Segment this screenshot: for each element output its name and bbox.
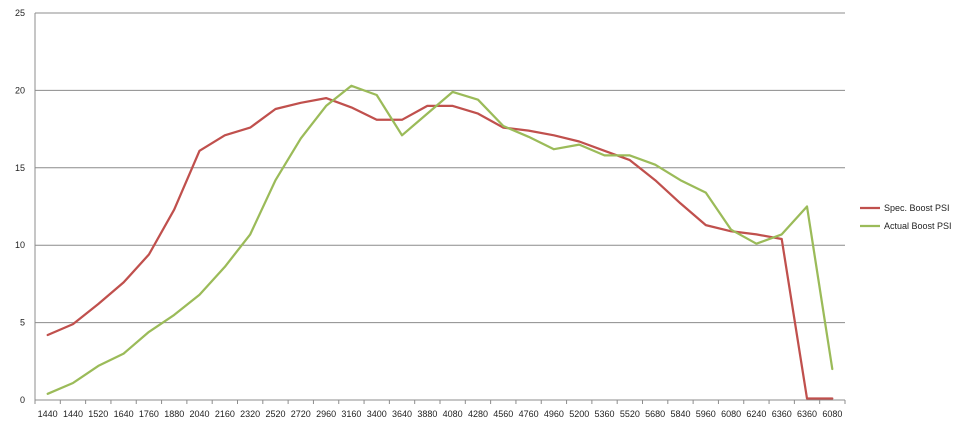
x-tick-label: 2960	[316, 409, 336, 419]
x-tick-label: 1880	[164, 409, 184, 419]
series-lines	[46, 84, 834, 400]
x-tick-label: 5840	[670, 409, 690, 419]
y-tick-label: 10	[15, 240, 25, 250]
legend: Spec. Boost PSI Actual Boost PSI	[860, 203, 952, 231]
x-tick-label: 5520	[620, 409, 640, 419]
x-tick-label: 3160	[341, 409, 361, 419]
x-tick-label: 4280	[468, 409, 488, 419]
x-tick-label: 1520	[88, 409, 108, 419]
x-tick-label: 4760	[519, 409, 539, 419]
x-tick-label: 2720	[291, 409, 311, 419]
x-tick-label: 6360	[772, 409, 792, 419]
x-tick-label: 6240	[746, 409, 766, 419]
gridlines	[35, 12, 845, 324]
y-tick-label: 25	[15, 8, 25, 18]
x-tick-label: 4960	[544, 409, 564, 419]
x-tick-label: 2040	[190, 409, 210, 419]
axes	[34, 13, 846, 404]
x-tick-label: 1440	[63, 409, 83, 419]
y-tick-label: 5	[20, 318, 25, 328]
x-tick-label: 4080	[443, 409, 463, 419]
y-tick-labels: 0 5 10 15 20 25	[15, 8, 25, 405]
x-tick-label: 5360	[595, 409, 615, 419]
x-tick-label: 2160	[215, 409, 235, 419]
x-tick-label: 3640	[392, 409, 412, 419]
x-tick-label: 1440	[38, 409, 58, 419]
x-tick-label: 5960	[696, 409, 716, 419]
y-tick-label: 0	[20, 395, 25, 405]
x-tick-label: 1760	[139, 409, 159, 419]
x-tick-label: 1640	[114, 409, 134, 419]
series-line	[46, 96, 834, 400]
x-tick-label: 6080	[822, 409, 842, 419]
legend-label: Actual Boost PSI	[884, 221, 952, 231]
x-tick-label: 4560	[493, 409, 513, 419]
x-tick-label: 2320	[240, 409, 260, 419]
x-tick-label: 3880	[417, 409, 437, 419]
x-tick-label: 5680	[645, 409, 665, 419]
series-line	[46, 84, 834, 395]
x-tick-label: 6360	[797, 409, 817, 419]
y-tick-label: 20	[15, 85, 25, 95]
x-tick-label: 5200	[569, 409, 589, 419]
x-tick-label: 6080	[721, 409, 741, 419]
y-tick-label: 15	[15, 163, 25, 173]
legend-label: Spec. Boost PSI	[884, 203, 950, 213]
x-tick-label: 2520	[265, 409, 285, 419]
x-tick-label: 3400	[367, 409, 387, 419]
x-tick-labels: 1440 1440 1520 1640 1760 1880 2040 2160 2320 2520…	[38, 409, 843, 419]
